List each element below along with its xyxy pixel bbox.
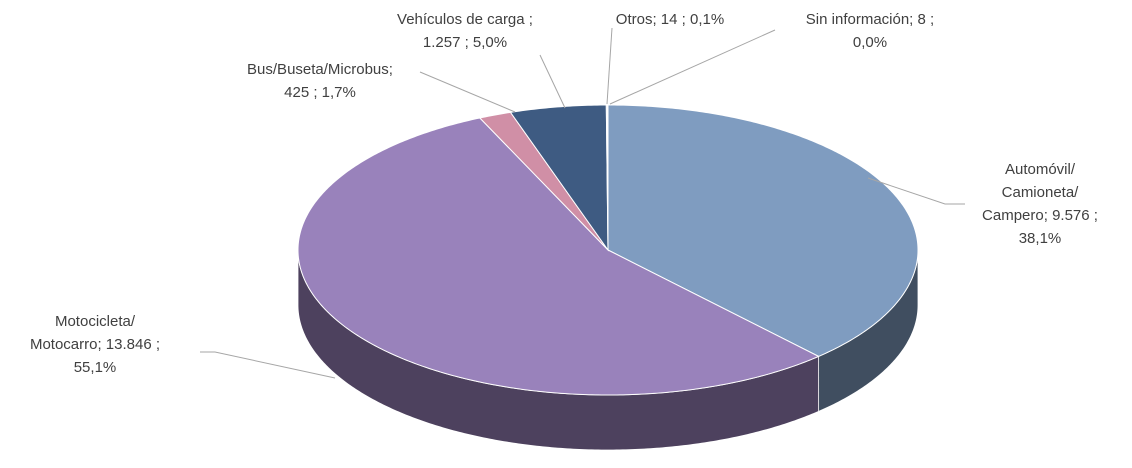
data-label: Otros; 14 ; 0,1% (616, 11, 724, 28)
data-label: Bus/Buseta/Microbus; (247, 61, 393, 78)
data-label: Motocicleta/ (55, 313, 136, 330)
data-label: Camioneta/ (1002, 184, 1080, 201)
leader-line (609, 29, 776, 105)
data-label: 425 ; 1,7% (284, 84, 356, 101)
data-label: 1.257 ; 5,0% (423, 34, 507, 51)
data-label: 0,0% (853, 34, 887, 51)
leader-line (200, 351, 336, 379)
data-label: Automóvil/ (1005, 161, 1076, 178)
pie-slice (297, 117, 820, 396)
leader-line (867, 177, 965, 205)
pie-slice (478, 111, 609, 251)
data-label: Motocarro; 13.846 ; (30, 336, 160, 353)
data-label: 55,1% (74, 359, 117, 376)
pie-slice (607, 104, 919, 357)
pie-slice (606, 104, 609, 251)
leader-line (606, 27, 613, 105)
data-label: 38,1% (1019, 230, 1062, 247)
data-label: Vehículos de carga ; (397, 11, 533, 28)
leader-line (419, 71, 516, 113)
data-label: Campero; 9.576 ; (982, 207, 1098, 224)
pie-slice (509, 104, 609, 252)
data-label: Sin información; 8 ; (806, 11, 934, 28)
leader-line (539, 54, 566, 109)
